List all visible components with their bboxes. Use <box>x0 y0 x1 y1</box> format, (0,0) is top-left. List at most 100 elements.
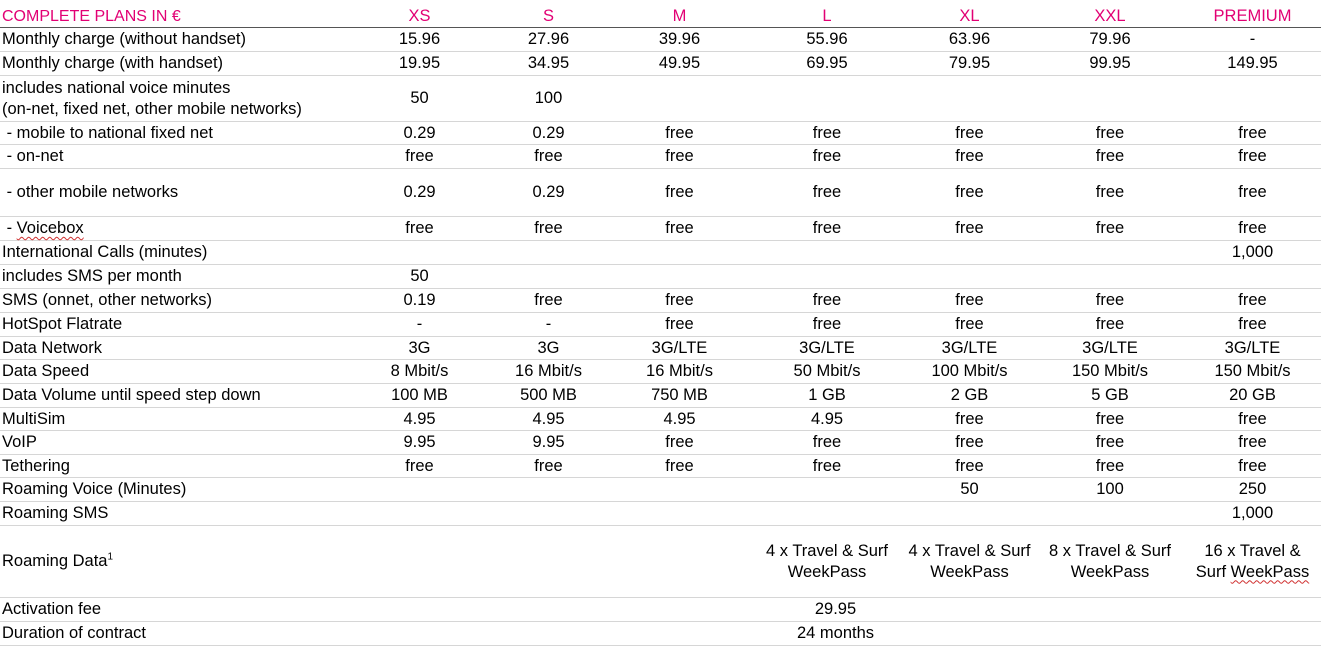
table-cell <box>751 501 903 526</box>
table-cell: 100 MB <box>350 383 489 408</box>
cell-line: 16 x Travel & <box>1204 541 1301 560</box>
table-cell: 9.95 <box>350 430 489 455</box>
row-label: Data Volume until speed step down <box>0 383 350 408</box>
row-label-text: includes SMS per month <box>2 267 182 285</box>
col-premium: PREMIUM <box>1184 5 1321 28</box>
table-row: Duration of contract 24 months <box>0 621 1321 646</box>
table-cell: 150 Mbit/s <box>1184 359 1321 384</box>
table-cell: 0.29 <box>350 121 489 145</box>
table-cell: 0.29 <box>350 168 489 217</box>
table-cell <box>1184 264 1321 289</box>
row-label-text: Data Network <box>2 338 102 357</box>
row-label-text: Roaming Voice (Minutes) <box>2 480 187 498</box>
table-row: - other mobile networks 0.29 0.29 free free f… <box>0 168 1321 217</box>
row-label-text: Data Speed <box>2 362 90 380</box>
table-cell: 50 <box>350 264 489 289</box>
row-label: Duration of contract <box>0 621 350 646</box>
table-cell: free <box>489 144 608 169</box>
col-s: S <box>489 5 608 28</box>
table-cell: 100 Mbit/s <box>903 359 1036 384</box>
table-cell: free <box>751 288 903 313</box>
table-cell: free <box>1184 407 1321 431</box>
cell-line: Surf <box>1195 562 1231 581</box>
col-l: L <box>751 5 903 28</box>
table-cell: 4.95 <box>489 407 608 431</box>
table-cell <box>1036 75 1184 122</box>
table-cell: 0.29 <box>489 168 608 217</box>
table-cell: 79.95 <box>903 51 1036 76</box>
table-cell: 3G/LTE <box>903 336 1036 360</box>
table-row: Data Volume until speed step down 100 MB 5… <box>0 383 1321 408</box>
table-cell: free <box>350 144 489 169</box>
row-label: VoIP <box>0 430 350 455</box>
cell-line: WeekPass <box>930 562 1009 581</box>
row-label: SMS (onnet, other networks) <box>0 288 350 313</box>
table-cell: 16 x Travel & Surf WeekPass <box>1184 525 1321 598</box>
row-label-text: Monthly charge (without handset) <box>2 30 246 48</box>
table-cell <box>608 525 751 598</box>
table-cell: 19.95 <box>350 51 489 76</box>
table-row: Roaming Data1 4 x Travel & Surf WeekPass 4 … <box>0 525 1321 598</box>
table-cell <box>489 501 608 526</box>
table-cell: free <box>1036 121 1184 145</box>
table-cell: free <box>608 288 751 313</box>
row-label: Monthly charge (without handset) <box>0 27 350 52</box>
col-xs: XS <box>350 5 489 28</box>
table-cell <box>350 477 489 502</box>
table-row: - mobile to national fixed net 0.29 0.29 fr… <box>0 121 1321 145</box>
table-cell: 63.96 <box>903 27 1036 52</box>
table-cell: free <box>751 168 903 217</box>
table-cell: free <box>903 216 1036 241</box>
table-cell: 149.95 <box>1184 51 1321 76</box>
table-cell: free <box>608 144 751 169</box>
row-label: - on-net <box>0 144 350 169</box>
col-xxl: XXL <box>1036 5 1184 28</box>
row-label: - other mobile networks <box>0 168 350 217</box>
table-cell: 0.29 <box>489 121 608 145</box>
table-cell: 1,000 <box>1184 240 1321 265</box>
table-cell: 3G/LTE <box>608 336 751 360</box>
table-cell: 27.96 <box>489 27 608 52</box>
row-label: MultiSim <box>0 407 350 431</box>
table-cell: 3G/LTE <box>751 336 903 360</box>
table-cell: 500 MB <box>489 383 608 408</box>
row-label: - Voicebox <box>0 216 350 241</box>
table-cell: 2 GB <box>903 383 1036 408</box>
table-cell: free <box>751 454 903 478</box>
table-cell: 150 Mbit/s <box>1036 359 1184 384</box>
table-cell: free <box>489 454 608 478</box>
cell-line: WeekPass <box>787 562 867 581</box>
table-cell: free <box>1184 430 1321 455</box>
table-cell: free <box>1036 407 1184 431</box>
table-cell: free <box>350 216 489 241</box>
table-cell: free <box>1036 216 1184 241</box>
table-cell: 20 GB <box>1184 383 1321 408</box>
row-label-text: VoIP <box>2 433 37 451</box>
row-label-line: (on-net, fixed net, other mobile network… <box>2 99 302 118</box>
row-label-line: includes national voice minutes <box>2 78 231 97</box>
cell-line: WeekPass <box>1070 562 1150 581</box>
table-cell: free <box>1036 288 1184 313</box>
row-label-text: Activation fee <box>2 600 102 618</box>
table-row: Roaming SMS 1,000 <box>0 501 1321 526</box>
table-row: Roaming Voice (Minutes) 50 100 250 <box>0 477 1321 502</box>
table-cell <box>1036 264 1184 289</box>
table-cell: free <box>1036 168 1184 217</box>
table-cell: 3G/LTE <box>1036 336 1184 360</box>
table-cell: 4.95 <box>608 407 751 431</box>
table-cell: 16 Mbit/s <box>489 359 608 384</box>
table-cell <box>751 75 903 122</box>
table-row: Monthly charge (without handset) 15.96 27.… <box>0 27 1321 52</box>
row-label-text: - other mobile networks <box>2 183 179 201</box>
table-cell: free <box>608 312 751 337</box>
header-row: COMPLETE PLANS IN € XS S M L XL XXL PREM… <box>0 5 1321 28</box>
table-cell <box>1036 501 1184 526</box>
table-cell <box>489 264 608 289</box>
table-cell: 4.95 <box>350 407 489 431</box>
table-cell: free <box>608 168 751 217</box>
table-cell: free <box>608 430 751 455</box>
table-cell: free <box>751 312 903 337</box>
row-label: HotSpot Flatrate <box>0 312 350 337</box>
table-cell: free <box>1184 168 1321 217</box>
table-cell: 4 x Travel & Surf WeekPass <box>903 525 1036 598</box>
